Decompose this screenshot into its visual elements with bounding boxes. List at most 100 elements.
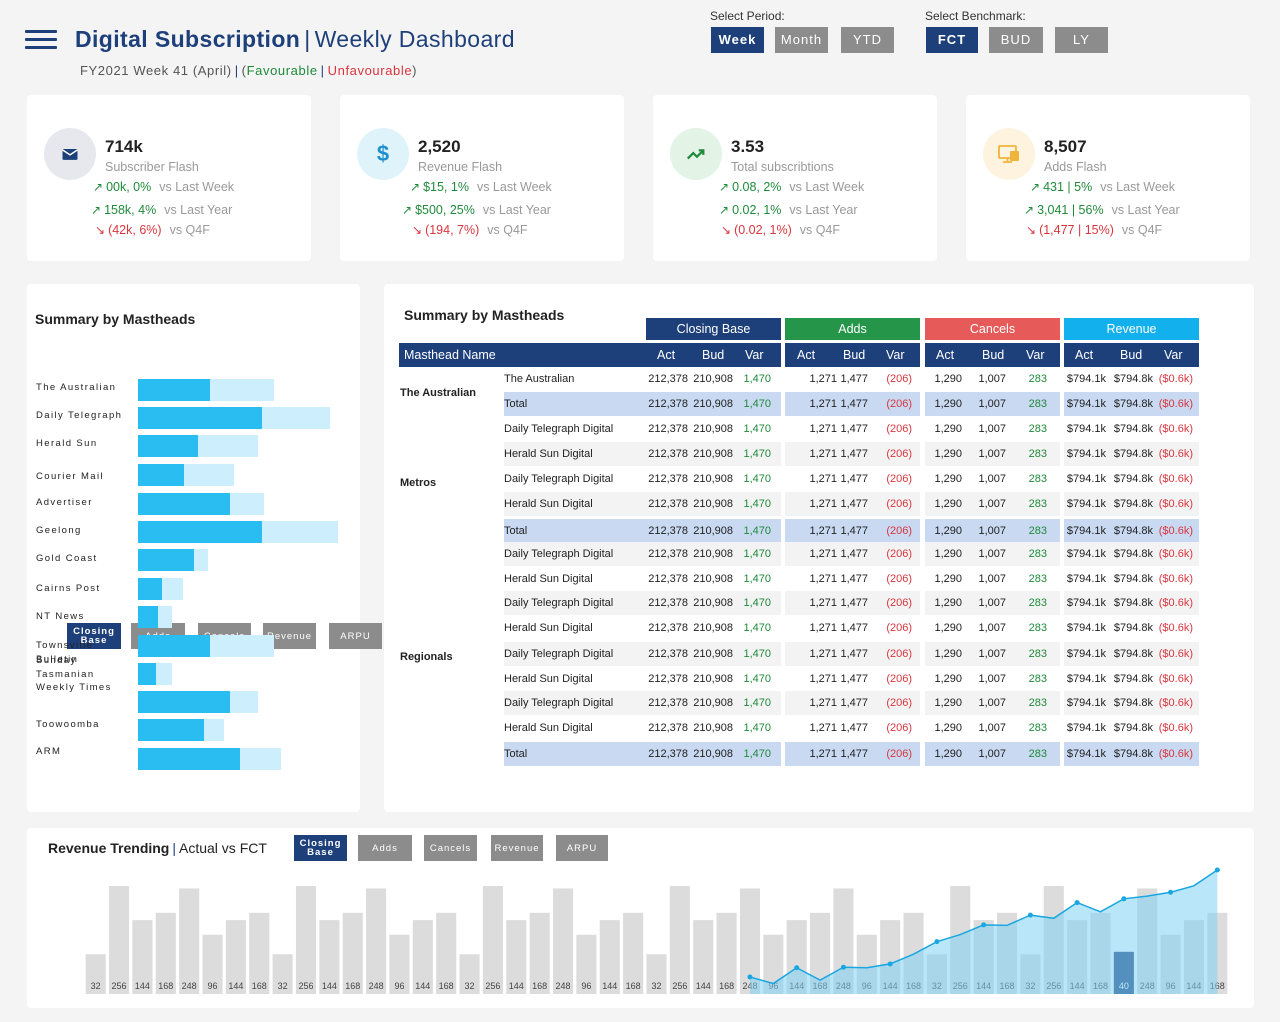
table-row[interactable]	[504, 642, 781, 666]
masthead-actual-bar[interactable]	[138, 464, 184, 486]
masthead-actual-bar[interactable]	[138, 663, 156, 685]
trend-tab-revenue[interactable]: Revenue	[491, 835, 543, 861]
masthead-actual-bar[interactable]	[138, 379, 210, 401]
table-row[interactable]	[785, 691, 920, 715]
masthead-actual-bar[interactable]	[138, 719, 204, 741]
table-row[interactable]	[504, 442, 781, 466]
masthead-actual-bar[interactable]	[138, 521, 262, 543]
table-row[interactable]	[504, 542, 781, 566]
table-row[interactable]	[504, 691, 781, 715]
kpi-card[interactable]: 714k Subscriber Flash ↗ 00k, 0% vs Last Week…	[27, 95, 311, 261]
table-row[interactable]	[785, 542, 920, 566]
period-month-button[interactable]: Month	[775, 27, 828, 53]
masthead-actual-bar[interactable]	[138, 549, 194, 571]
table-row[interactable]	[1064, 642, 1199, 666]
table-row[interactable]	[785, 616, 920, 640]
table-row[interactable]	[1064, 492, 1199, 516]
trend-tab-closing-base[interactable]: Closing Base	[294, 835, 347, 861]
table-total-row[interactable]	[925, 519, 1060, 543]
table-row[interactable]	[504, 567, 781, 591]
masthead-actual-bar[interactable]	[138, 606, 158, 628]
table-total-row[interactable]	[1064, 742, 1199, 766]
table-row[interactable]	[504, 467, 781, 491]
table-row[interactable]	[1064, 367, 1199, 391]
benchmark-bud-button[interactable]: BUD	[989, 27, 1043, 53]
table-row[interactable]	[925, 467, 1060, 491]
table-row[interactable]	[1064, 591, 1199, 615]
table-total-row[interactable]	[1064, 519, 1199, 543]
kpi-comparison-line: ↗ 3,041 | 56% vs Last Year	[1024, 203, 1180, 217]
masthead-actual-bar[interactable]	[138, 748, 240, 770]
summary-tab-arpu[interactable]: ARPU	[329, 623, 382, 649]
table-row[interactable]	[925, 591, 1060, 615]
table-row[interactable]	[1064, 567, 1199, 591]
table-row[interactable]	[1064, 691, 1199, 715]
table-row[interactable]	[1064, 667, 1199, 691]
table-cell-adds-bud: 1,477	[840, 722, 868, 734]
table-row[interactable]	[504, 591, 781, 615]
table-total-row[interactable]	[785, 742, 920, 766]
table-row[interactable]	[785, 417, 920, 441]
table-row[interactable]	[925, 542, 1060, 566]
masthead-actual-bar[interactable]	[138, 435, 198, 457]
table-cell-adds-bud: 1,477	[840, 423, 868, 435]
benchmark-ly-button[interactable]: LY	[1055, 27, 1108, 53]
table-row[interactable]	[925, 667, 1060, 691]
table-row[interactable]	[504, 616, 781, 640]
table-row[interactable]	[785, 442, 920, 466]
table-total-row[interactable]	[785, 392, 920, 416]
table-row[interactable]	[785, 716, 920, 740]
table-total-row[interactable]	[1064, 392, 1199, 416]
kpi-card[interactable]: $2,520 Revenue Flash ↗ $15, 1% vs Last Week ↗…	[340, 95, 624, 261]
period-week-button[interactable]: Week	[711, 27, 764, 53]
trend-tab-cancels[interactable]: Cancels	[424, 835, 477, 861]
table-total-row[interactable]	[504, 742, 781, 766]
table-row[interactable]	[925, 367, 1060, 391]
table-row[interactable]	[925, 417, 1060, 441]
table-total-row[interactable]	[785, 519, 920, 543]
table-row[interactable]	[925, 691, 1060, 715]
table-row[interactable]	[1064, 467, 1199, 491]
table-row[interactable]	[1064, 716, 1199, 740]
table-total-row[interactable]	[504, 519, 781, 543]
table-row[interactable]	[785, 367, 920, 391]
table-row[interactable]	[504, 716, 781, 740]
table-row[interactable]	[504, 667, 781, 691]
table-row[interactable]	[1064, 616, 1199, 640]
trend-tab-arpu[interactable]: ARPU	[556, 835, 608, 861]
kpi-card[interactable]: 8,507 Adds Flash ↗ 431 | 5% vs Last Week ↗ 3,0…	[966, 95, 1250, 261]
masthead-actual-bar[interactable]	[138, 578, 162, 600]
table-row[interactable]	[925, 616, 1060, 640]
table-row[interactable]	[504, 492, 781, 516]
table-row[interactable]	[785, 642, 920, 666]
table-cell-adds-var: (206)	[886, 648, 912, 660]
table-row[interactable]	[785, 667, 920, 691]
menu-icon[interactable]	[25, 30, 57, 50]
table-row[interactable]	[925, 442, 1060, 466]
table-total-row[interactable]	[925, 742, 1060, 766]
kpi-card[interactable]: 3.53 Total subscribtions ↗ 0.08, 2% vs Last …	[653, 95, 937, 261]
table-row[interactable]	[925, 716, 1060, 740]
benchmark-fct-button[interactable]: FCT	[926, 27, 978, 53]
table-row[interactable]	[785, 467, 920, 491]
table-row[interactable]	[785, 567, 920, 591]
table-total-row[interactable]	[504, 392, 781, 416]
table-row[interactable]	[1064, 442, 1199, 466]
table-row[interactable]	[504, 417, 781, 441]
masthead-actual-bar[interactable]	[138, 691, 230, 713]
table-total-row[interactable]	[925, 392, 1060, 416]
table-row[interactable]	[925, 567, 1060, 591]
table-row[interactable]	[925, 492, 1060, 516]
table-row[interactable]	[925, 642, 1060, 666]
summary-tab-closing-base[interactable]: Closing Base	[67, 623, 121, 649]
table-row[interactable]	[785, 591, 920, 615]
table-row[interactable]	[504, 367, 781, 391]
masthead-actual-bar[interactable]	[138, 493, 230, 515]
masthead-actual-bar[interactable]	[138, 635, 210, 657]
table-row[interactable]	[1064, 542, 1199, 566]
trend-tab-adds[interactable]: Adds	[358, 835, 412, 861]
period-ytd-button[interactable]: YTD	[841, 27, 894, 53]
table-row[interactable]	[785, 492, 920, 516]
masthead-actual-bar[interactable]	[138, 407, 262, 429]
table-row[interactable]	[1064, 417, 1199, 441]
